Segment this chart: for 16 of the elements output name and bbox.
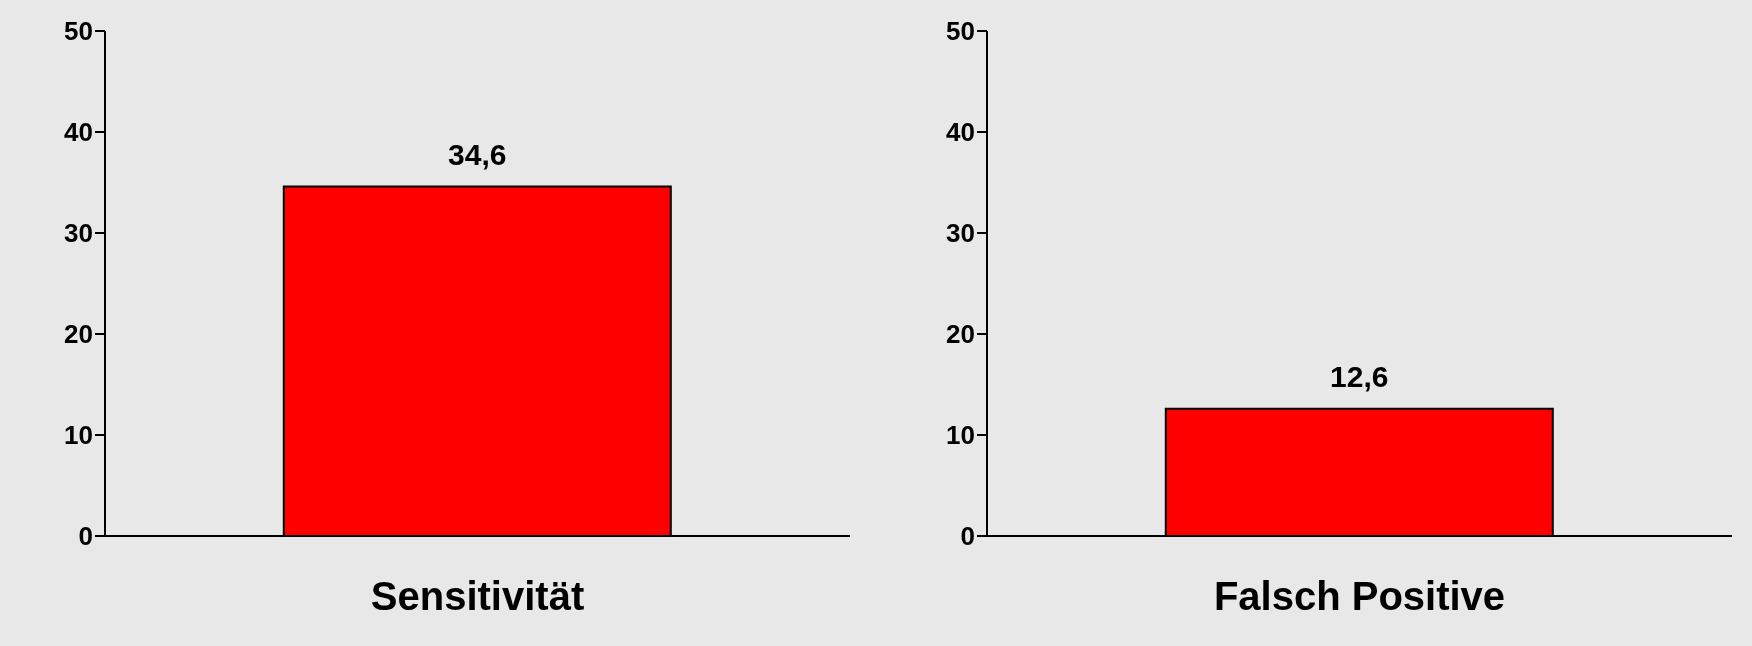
y-tick-label: 10 bbox=[64, 420, 93, 451]
y-tick-label: 50 bbox=[64, 16, 93, 47]
y-tick-label: 30 bbox=[946, 218, 975, 249]
data-label: 34,6 bbox=[448, 137, 507, 171]
data-label: 12,6 bbox=[1330, 359, 1389, 393]
y-tick-label: 0 bbox=[960, 521, 975, 552]
y-tick-label: 40 bbox=[946, 117, 975, 148]
y-tick-label: 30 bbox=[64, 218, 93, 249]
x-tick-label: Sensitivität bbox=[370, 574, 585, 619]
y-tick-label: 20 bbox=[64, 319, 93, 350]
x-tick-label: Falsch Positive bbox=[1213, 574, 1506, 619]
y-tick-label: 50 bbox=[946, 16, 975, 47]
y-tick-label: 40 bbox=[64, 117, 93, 148]
y-tick-label: 10 bbox=[946, 420, 975, 451]
y-tick-label: 20 bbox=[946, 319, 975, 350]
y-tick-label: 0 bbox=[78, 521, 93, 552]
